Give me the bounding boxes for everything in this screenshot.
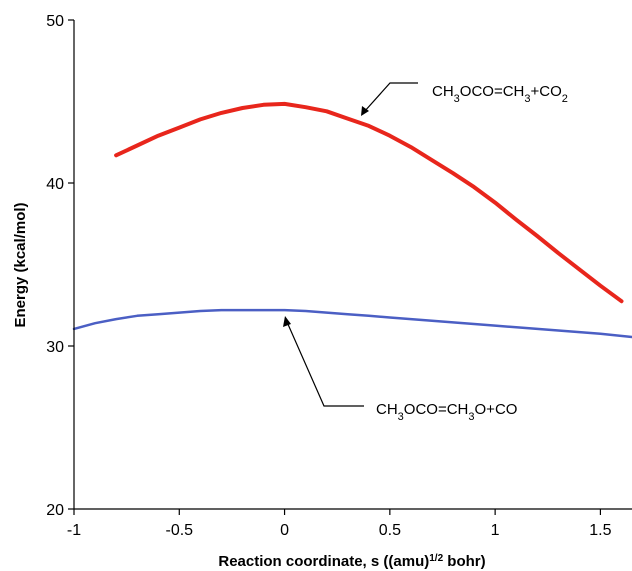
y-tick-label: 40 — [46, 176, 64, 193]
axis-ticks: 20 30 40 50 -1 -0.5 0 0.5 1 1.5 — [46, 13, 611, 539]
annotation-red-label: CH3OCO=CH3+CO2 — [432, 83, 568, 105]
y-tick-label: 30 — [46, 339, 64, 356]
series-layer — [74, 104, 632, 337]
x-tick-label: 0 — [280, 522, 289, 539]
annotations-layer: CH3OCO=CH3+CO2 CH3OCO=CH3O+CO — [283, 83, 568, 423]
y-tick-label: 20 — [46, 502, 64, 519]
x-tick-label: 1 — [491, 522, 500, 539]
annotation-red: CH3OCO=CH3+CO2 — [361, 83, 568, 116]
annotation-red-leader — [364, 83, 418, 112]
annotation-blue-label: CH3OCO=CH3O+CO — [376, 401, 517, 423]
x-tick-label: 1.5 — [589, 522, 611, 539]
annotation-blue-leader — [287, 322, 364, 406]
x-tick-label: -1 — [67, 522, 81, 539]
annotation-blue: CH3OCO=CH3O+CO — [283, 316, 517, 423]
x-tick-label: 0.5 — [379, 522, 401, 539]
annotation-blue-arrowhead — [283, 316, 291, 327]
x-axis-title: Reaction coordinate, s ((amu)1/2 bohr) — [218, 553, 485, 571]
y-tick-label: 50 — [46, 13, 64, 30]
x-tick-label: -0.5 — [165, 522, 193, 539]
series-line-red — [116, 104, 621, 301]
series-line-blue — [74, 310, 632, 337]
y-axis-title: Energy (kcal/mol) — [12, 202, 29, 327]
